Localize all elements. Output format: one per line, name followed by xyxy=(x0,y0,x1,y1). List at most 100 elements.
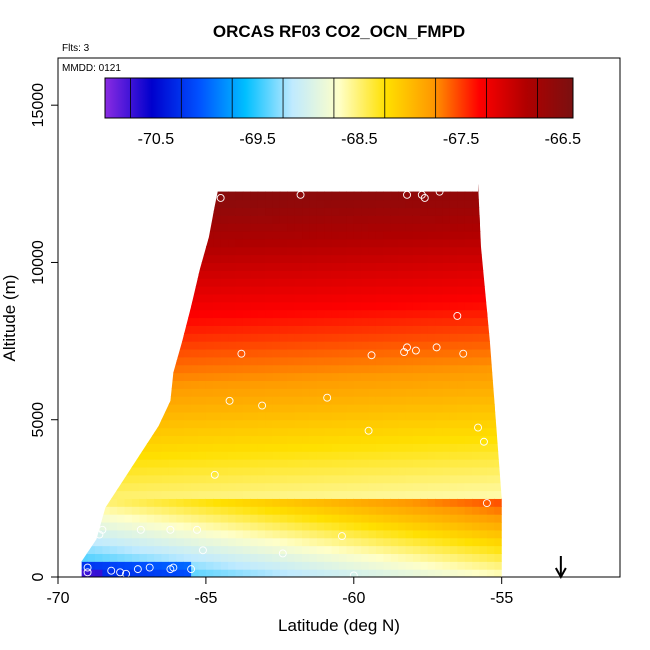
heatmap-cell xyxy=(316,215,325,224)
heatmap-cell xyxy=(412,317,421,326)
heatmap-cell xyxy=(213,404,222,413)
heatmap-cell xyxy=(412,270,421,279)
heatmap-cell xyxy=(272,427,281,437)
heatmap-cell xyxy=(279,207,288,216)
heatmap-cell xyxy=(250,498,259,507)
heatmap-cell xyxy=(265,404,274,413)
heatmap-cell xyxy=(309,199,318,209)
heatmap-cell xyxy=(279,482,288,492)
heatmap-cell xyxy=(302,404,311,413)
heatmap-cell xyxy=(220,427,229,437)
heatmap-cell xyxy=(464,223,473,232)
heatmap-cell xyxy=(205,553,214,562)
heatmap-cell xyxy=(398,553,407,562)
heatmap-cell xyxy=(361,309,370,319)
heatmap-cell xyxy=(449,191,458,201)
heatmap-cell xyxy=(235,372,244,382)
heatmap-cell xyxy=(435,419,444,429)
heatmap-cell xyxy=(324,411,333,421)
heatmap-cell xyxy=(339,262,347,271)
heatmap-cell xyxy=(220,348,229,358)
heatmap-cell xyxy=(309,246,318,256)
heatmap-cell xyxy=(339,293,347,303)
heatmap-cell xyxy=(228,474,237,484)
heatmap-cell xyxy=(168,372,177,382)
heatmap-cell xyxy=(405,301,414,311)
heatmap-cell xyxy=(242,459,251,468)
heatmap-cell xyxy=(228,545,237,555)
heatmap-cell xyxy=(375,207,384,216)
heatmap-cell xyxy=(420,459,429,468)
heatmap-cell xyxy=(368,364,377,374)
heatmap-cell xyxy=(390,529,399,539)
heatmap-cell xyxy=(242,498,251,507)
heatmap-cell xyxy=(235,333,244,342)
heatmap-cell xyxy=(131,506,140,515)
heatmap-cell xyxy=(398,309,407,319)
heatmap-cell xyxy=(361,537,370,547)
heatmap-cell xyxy=(420,466,429,476)
heatmap-cell xyxy=(265,482,274,492)
heatmap-cell xyxy=(242,435,251,444)
heatmap-cell xyxy=(442,215,451,224)
heatmap-cell xyxy=(257,545,266,555)
heatmap-cell xyxy=(501,553,502,562)
heatmap-cell xyxy=(479,443,488,452)
heatmap-cell xyxy=(457,506,466,515)
heatmap-cell xyxy=(242,537,251,547)
heatmap-cell xyxy=(442,435,451,444)
heatmap-cell xyxy=(339,333,347,342)
heatmap-cell xyxy=(235,459,244,468)
heatmap-cell xyxy=(383,404,392,413)
heatmap-cell xyxy=(161,466,170,476)
heatmap-cell xyxy=(161,459,170,468)
heatmap-cell xyxy=(102,529,111,539)
heatmap-cell xyxy=(302,474,311,484)
heatmap-cell xyxy=(324,246,333,256)
heatmap-cell xyxy=(412,435,421,444)
heatmap-cell xyxy=(316,521,325,531)
heatmap-cell xyxy=(501,506,502,515)
heatmap-cell xyxy=(464,490,473,499)
heatmap-cell xyxy=(161,569,170,577)
heatmap-cell xyxy=(124,545,133,555)
heatmap-cell xyxy=(435,474,444,484)
heatmap-cell xyxy=(442,411,451,421)
heatmap-cell xyxy=(457,411,466,421)
heatmap-cell xyxy=(205,341,214,350)
heatmap-cell xyxy=(228,388,237,397)
heatmap-cell xyxy=(131,490,140,499)
heatmap-cell xyxy=(383,270,392,279)
heatmap-cell xyxy=(331,309,340,319)
heatmap-cell xyxy=(442,372,451,382)
heatmap-cell xyxy=(294,254,303,264)
heatmap-cell xyxy=(405,254,414,264)
heatmap-cell xyxy=(294,356,303,366)
heatmap-cell xyxy=(361,411,370,421)
heatmap-cell xyxy=(213,561,222,570)
heatmap-cell xyxy=(324,514,333,523)
heatmap-cell xyxy=(257,231,266,240)
heatmap-cell xyxy=(346,215,355,224)
heatmap-cell xyxy=(339,521,347,531)
heatmap-cell xyxy=(405,199,414,209)
heatmap-cell xyxy=(494,466,502,476)
heatmap-cell xyxy=(161,443,170,452)
heatmap-cell xyxy=(464,569,473,577)
heatmap-cell xyxy=(154,451,163,460)
heatmap-cell xyxy=(398,514,407,523)
heatmap-cell xyxy=(383,333,392,342)
heatmap-cell xyxy=(183,396,192,405)
heatmap-cell xyxy=(279,364,288,374)
heatmap-cell xyxy=(472,262,481,271)
heatmap-cell xyxy=(191,404,200,413)
heatmap-cell xyxy=(124,521,133,531)
heatmap-cell xyxy=(339,207,347,216)
heatmap-cell xyxy=(176,553,185,562)
heatmap-cell xyxy=(272,293,281,303)
date-label: MMDD: 0121 xyxy=(62,63,121,74)
heatmap-cell xyxy=(302,459,311,468)
heatmap-cell xyxy=(309,380,318,389)
heatmap-cell xyxy=(361,514,370,523)
heatmap-cell xyxy=(435,278,444,287)
